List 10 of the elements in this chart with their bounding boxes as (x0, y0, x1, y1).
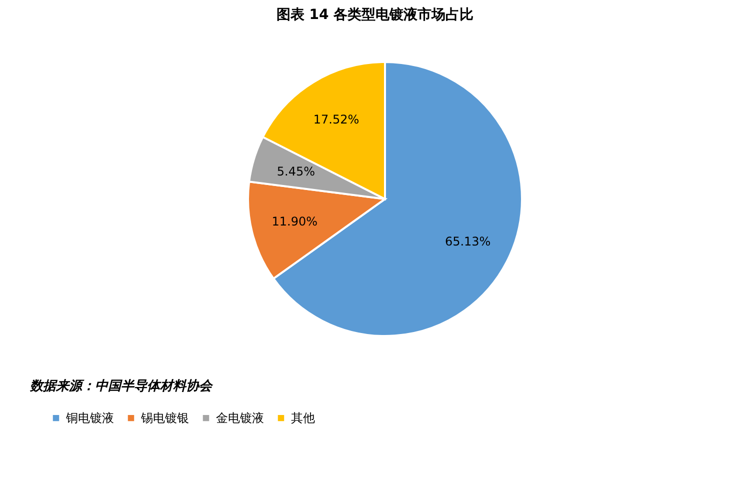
legend-label: 铜电镀液 (65, 411, 114, 426)
data-label: 17.52% (313, 112, 360, 127)
data-label: 65.13% (444, 234, 491, 249)
data-label: 5.45% (276, 164, 316, 179)
legend-label: 金电镀液 (216, 411, 264, 426)
legend-label: 其他 (291, 411, 315, 426)
chart-title: 图表 14 各类型电镀液市场占比 (276, 6, 474, 23)
legend-label: 锡电镀银 (140, 411, 189, 426)
source-note: 数据来源：中国半导体材料协会 (29, 379, 214, 394)
data-label: 11.90% (272, 214, 318, 229)
